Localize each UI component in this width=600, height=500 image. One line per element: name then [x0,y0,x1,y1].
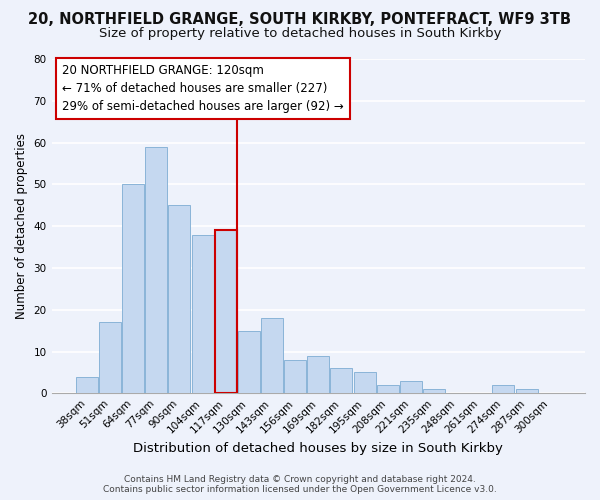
Bar [377,385,399,394]
Bar [215,230,236,394]
Bar [99,322,121,394]
Bar [284,360,306,394]
Bar [493,385,514,394]
Bar [191,234,214,394]
Bar [353,372,376,394]
Bar [400,381,422,394]
Bar [307,356,329,394]
Text: Size of property relative to detached houses in South Kirkby: Size of property relative to detached ho… [99,28,501,40]
Bar [169,206,190,394]
Bar [515,389,538,394]
Text: Contains HM Land Registry data © Crown copyright and database right 2024.: Contains HM Land Registry data © Crown c… [124,475,476,484]
Bar [145,147,167,394]
Bar [122,184,144,394]
Bar [423,389,445,394]
Text: 20, NORTHFIELD GRANGE, SOUTH KIRKBY, PONTEFRACT, WF9 3TB: 20, NORTHFIELD GRANGE, SOUTH KIRKBY, PON… [29,12,571,28]
Bar [76,376,98,394]
Text: 20 NORTHFIELD GRANGE: 120sqm
← 71% of detached houses are smaller (227)
29% of s: 20 NORTHFIELD GRANGE: 120sqm ← 71% of de… [62,64,344,113]
Bar [238,330,260,394]
Bar [331,368,352,394]
Y-axis label: Number of detached properties: Number of detached properties [15,133,28,319]
Bar [261,318,283,394]
X-axis label: Distribution of detached houses by size in South Kirkby: Distribution of detached houses by size … [133,442,503,455]
Text: Contains public sector information licensed under the Open Government Licence v3: Contains public sector information licen… [103,485,497,494]
